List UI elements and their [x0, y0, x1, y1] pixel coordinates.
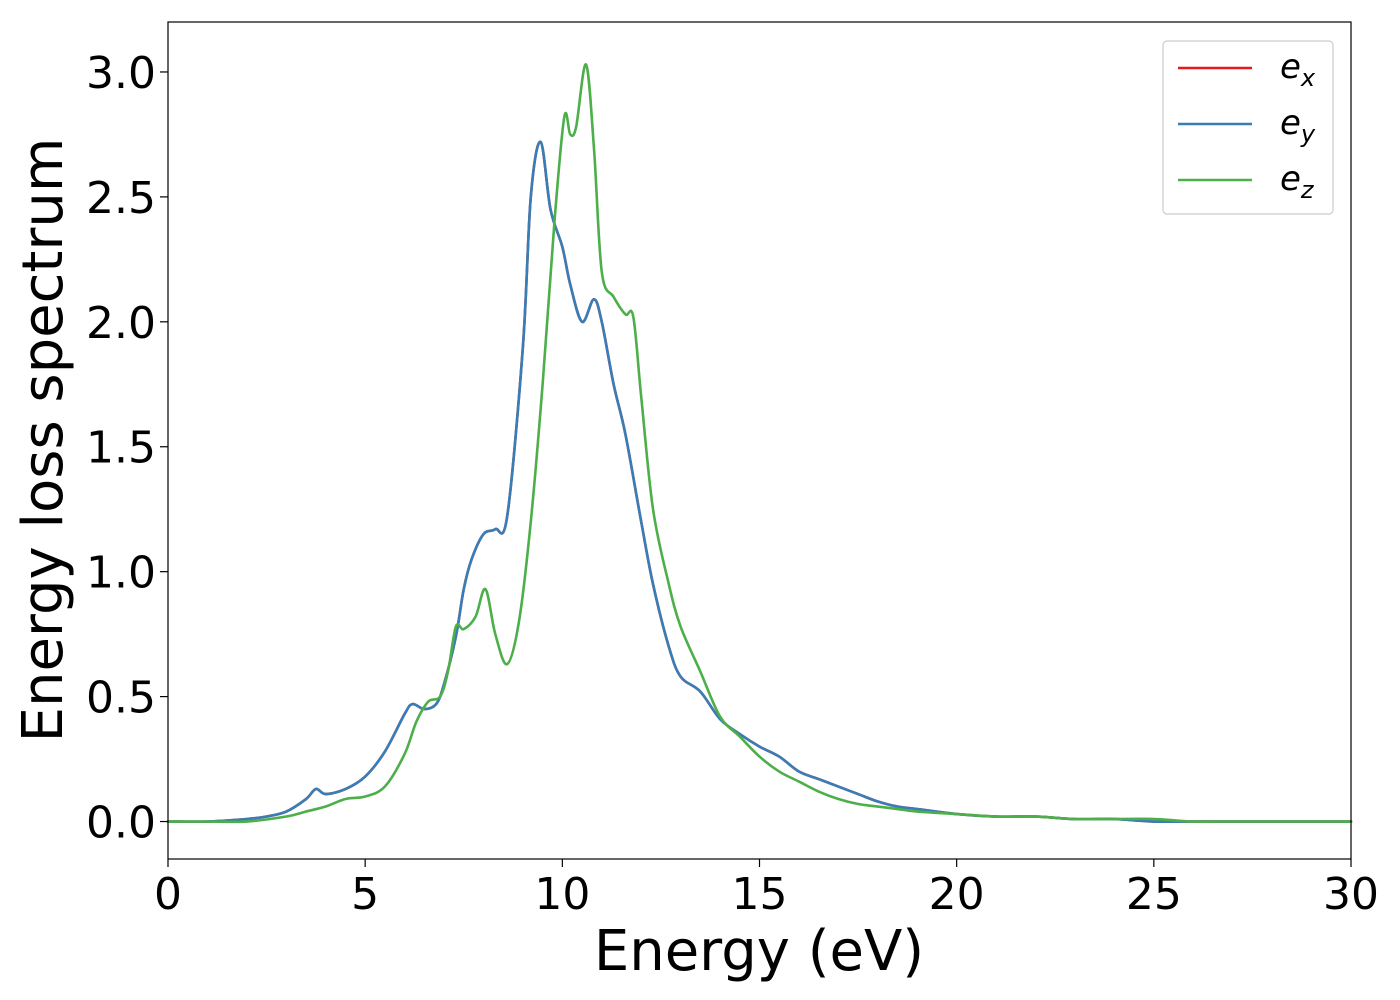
x-axis-title: Energy (eV)	[594, 919, 924, 984]
series-line-e-z	[166, 63, 1353, 824]
y-tick-label: 1.5	[86, 423, 156, 474]
series-layer	[166, 63, 1353, 824]
x-tick-label: 25	[1126, 869, 1182, 920]
x-tick-label: 5	[351, 869, 379, 920]
x-tick-label: 10	[534, 869, 590, 920]
series-line-e-x	[166, 140, 1353, 824]
y-tick-label: 0.0	[86, 798, 156, 849]
x-tick-label: 15	[732, 869, 788, 920]
y-tick-label: 2.5	[86, 173, 156, 224]
y-tick-label: 1.0	[86, 548, 156, 599]
y-axis-ticks: 0.0 0.5 1.0 1.5 2.0 2.5 3.0	[86, 48, 168, 849]
legend-label-e-y: ey	[1280, 103, 1316, 148]
legend-label-e-x: ex	[1280, 47, 1316, 92]
legend: ex ey ez	[1162, 40, 1334, 215]
legend-frame	[1162, 40, 1334, 215]
series-line-e-y	[166, 140, 1353, 824]
x-tick-label: 30	[1323, 869, 1379, 920]
y-axis-title: Energy loss spectrum	[11, 138, 76, 743]
y-tick-label: 0.5	[86, 673, 156, 724]
y-tick-label: 2.0	[86, 298, 156, 349]
x-tick-label: 20	[929, 869, 985, 920]
x-axis-ticks: 0 5 10 15 20 25 30	[154, 859, 1379, 920]
x-tick-label: 0	[154, 869, 182, 920]
legend-items: ex ey ez	[1178, 47, 1316, 204]
legend-label-e-z: ez	[1280, 159, 1315, 204]
y-tick-label: 3.0	[86, 48, 156, 99]
